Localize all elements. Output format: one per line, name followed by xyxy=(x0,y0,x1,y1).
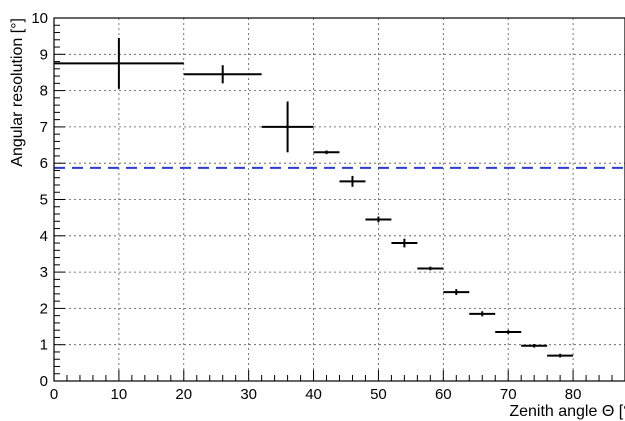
plot-frame xyxy=(53,17,625,382)
x-tick-label: 10 xyxy=(111,386,128,403)
x-tick-label: 70 xyxy=(500,386,517,403)
y-tick-label: 8 xyxy=(40,83,48,100)
data-point xyxy=(261,101,314,153)
data-point xyxy=(417,266,444,271)
x-tick-label: 30 xyxy=(240,386,257,403)
y-tick-label: 10 xyxy=(31,10,48,27)
y-tick-label: 6 xyxy=(40,155,48,172)
x-tick-label: 20 xyxy=(175,386,192,403)
y-tick-label: 4 xyxy=(40,228,48,245)
x-tick-label: 50 xyxy=(370,386,387,403)
data-point xyxy=(183,65,262,84)
data-point xyxy=(443,289,470,295)
data-points xyxy=(54,37,574,358)
y-tick-label: 0 xyxy=(40,373,48,390)
x-tick-label: 60 xyxy=(435,386,452,403)
y-tick-label: 1 xyxy=(40,337,48,354)
x-tick-label: 0 xyxy=(50,386,58,403)
data-point xyxy=(521,343,548,348)
y-tick-label: 2 xyxy=(40,300,48,317)
y-tick-label: 9 xyxy=(40,46,48,63)
x-tick-label: 80 xyxy=(565,386,582,403)
data-point xyxy=(391,238,418,248)
data-point xyxy=(469,311,496,317)
data-point xyxy=(547,353,574,358)
data-point xyxy=(339,175,366,187)
data-point xyxy=(365,216,392,223)
y-tick-label: 7 xyxy=(40,119,48,136)
grid xyxy=(54,18,625,381)
x-axis-label: Zenith angle Θ [°] xyxy=(509,403,625,420)
data-point xyxy=(313,150,340,155)
tick-labels: 0 10 20 30 40 50 60 70 80 0 1 2 3 4 5 6 7 8 9 10 xyxy=(31,10,581,403)
data-point xyxy=(54,37,184,89)
y-tick-label: 3 xyxy=(40,264,48,281)
x-tick-label: 40 xyxy=(305,386,322,403)
axis-ticks xyxy=(53,17,613,382)
data-point xyxy=(495,330,522,334)
y-axis-label: Angular resolution [°] xyxy=(9,18,26,167)
y-tick-label: 5 xyxy=(40,192,48,209)
